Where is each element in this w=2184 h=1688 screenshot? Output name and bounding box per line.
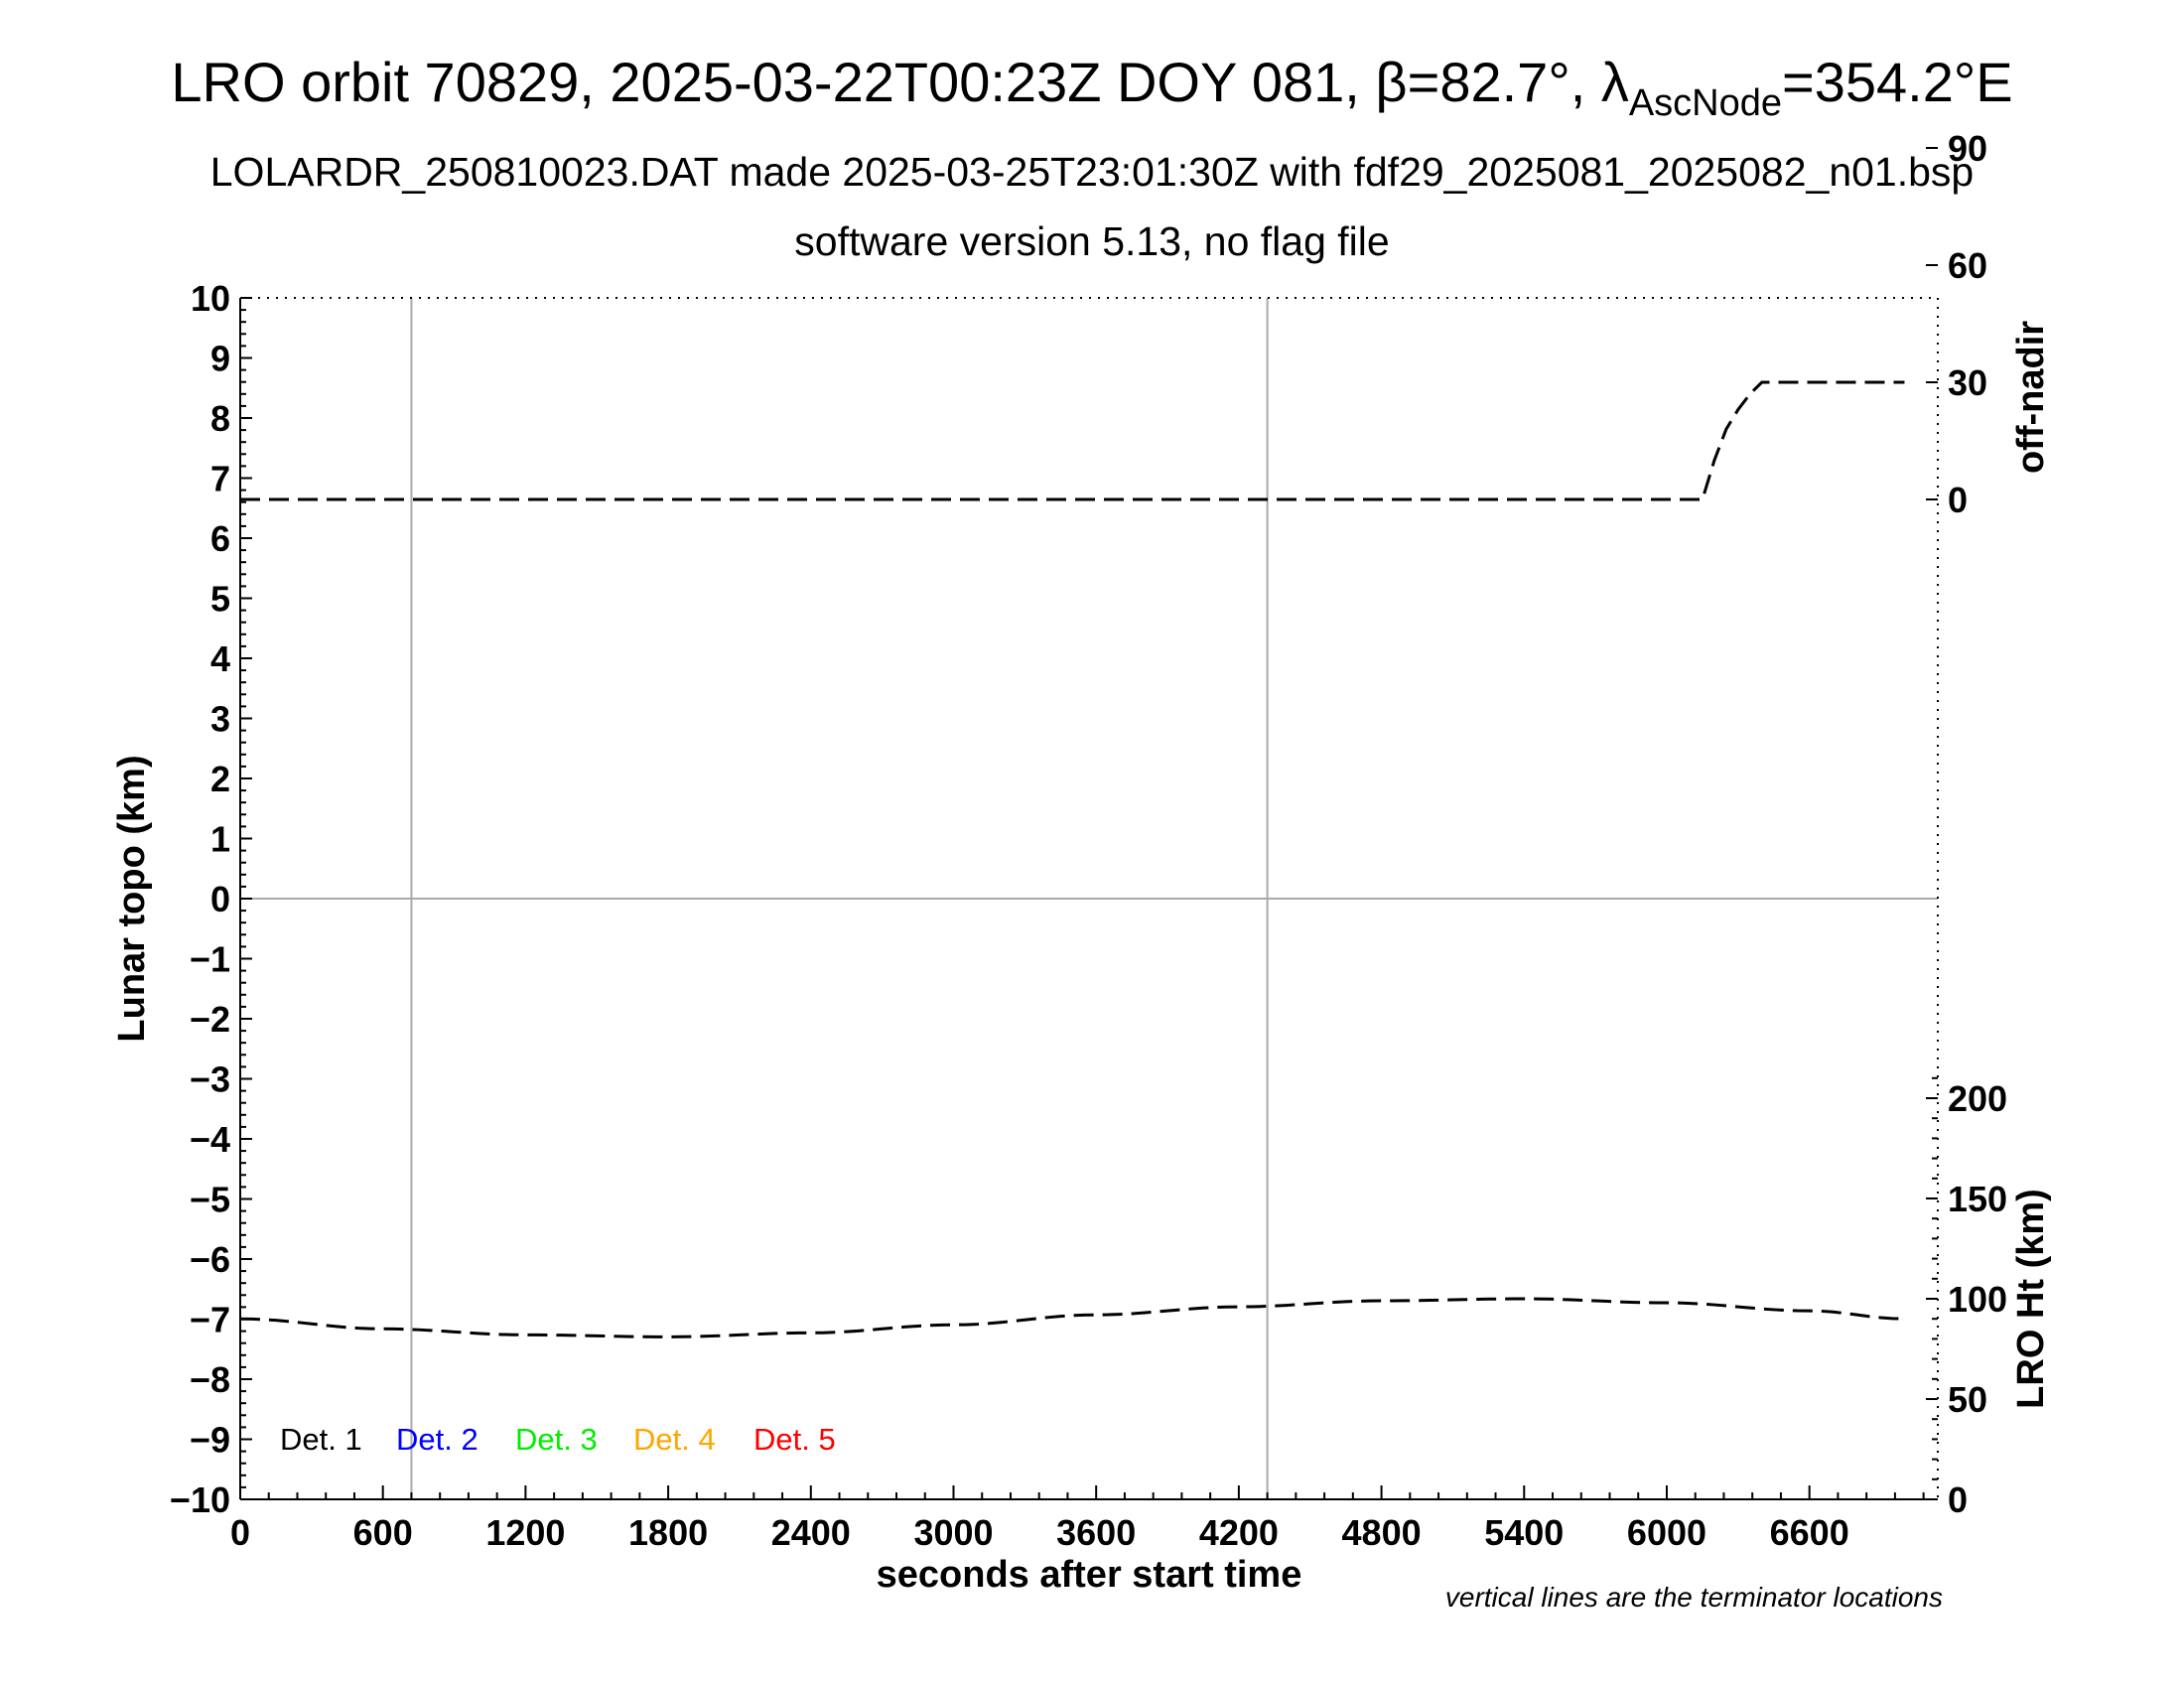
legend-item: Det. 4 (633, 1422, 716, 1457)
off-nadir-axis-label: off-nadir (2010, 321, 2052, 474)
y-axis-label: Lunar topo (km) (111, 755, 153, 1042)
y-tick-label: −9 (190, 1420, 230, 1461)
off-nadir-tick-label: 30 (1948, 362, 1987, 403)
chart-subtitle: LOLARDR_250810023.DAT made 2025-03-25T23… (209, 149, 1975, 195)
height-tick-label: 50 (1948, 1379, 1987, 1420)
height-series (239, 1297, 1905, 1338)
height-tick-label: 0 (1948, 1479, 1968, 1520)
y-tick-label: −1 (190, 939, 230, 980)
y-tick-label: −2 (190, 999, 230, 1040)
legend-item: Det. 1 (280, 1422, 362, 1457)
y-tick-label: 6 (210, 518, 230, 559)
x-tick-label: 5400 (1484, 1512, 1564, 1553)
off-nadir-tick-label: 90 (1948, 128, 1987, 169)
height-tick-label: 200 (1948, 1078, 2007, 1119)
chart-title: LRO orbit 70829, 2025-03-22T00:23Z DOY 0… (171, 51, 2013, 124)
chart-subtitle-version: software version 5.13, no flag file (794, 218, 1390, 264)
y-tick-label: −5 (190, 1180, 230, 1220)
x-tick-label: 4200 (1199, 1512, 1279, 1553)
y-tick-label: 9 (210, 339, 230, 379)
x-tick-label: 1200 (485, 1512, 565, 1553)
x-tick-label: 1800 (628, 1512, 708, 1553)
x-tick-label: 600 (353, 1512, 413, 1553)
height-axis-label: LRO Ht (km) (2010, 1189, 2052, 1409)
y-tick-label: 1 (210, 819, 230, 860)
x-axis-label: seconds after start time (877, 1554, 1302, 1596)
off-nadir-tick-label: 0 (1948, 480, 1968, 520)
terminator-note: vertical lines are the terminator locati… (1445, 1582, 1943, 1613)
y-tick-label: −10 (170, 1479, 230, 1520)
x-tick-label: 6600 (1770, 1512, 1849, 1553)
legend-item: Det. 2 (396, 1422, 478, 1457)
off-nadir-tick-label: 60 (1948, 245, 1987, 286)
x-tick-label: 3000 (913, 1512, 993, 1553)
x-tick-label: 4800 (1342, 1512, 1422, 1553)
y-tick-label: 8 (210, 398, 230, 439)
height-tick-label: 100 (1948, 1279, 2007, 1320)
y-tick-label: −4 (190, 1119, 230, 1160)
y-tick-label: −3 (190, 1059, 230, 1100)
off-nadir-series (240, 380, 1905, 501)
x-tick-label: 0 (230, 1512, 250, 1553)
y-tick-label: 4 (210, 638, 230, 679)
y-tick-label: 10 (191, 278, 230, 319)
height-tick-label: 150 (1948, 1179, 2007, 1219)
y-tick-label: −7 (190, 1300, 230, 1340)
legend-item: Det. 5 (753, 1422, 836, 1457)
y-tick-label: −6 (190, 1239, 230, 1280)
y-tick-label: −8 (190, 1359, 230, 1400)
y-tick-label: 7 (210, 459, 230, 499)
x-tick-label: 6000 (1627, 1512, 1706, 1553)
y-tick-label: 2 (210, 759, 230, 799)
legend-item: Det. 3 (515, 1422, 598, 1457)
y-tick-label: 0 (210, 879, 230, 919)
y-tick-label: 3 (210, 699, 230, 740)
x-tick-label: 3600 (1056, 1512, 1136, 1553)
y-tick-label: 5 (210, 579, 230, 620)
x-tick-label: 2400 (771, 1512, 851, 1553)
